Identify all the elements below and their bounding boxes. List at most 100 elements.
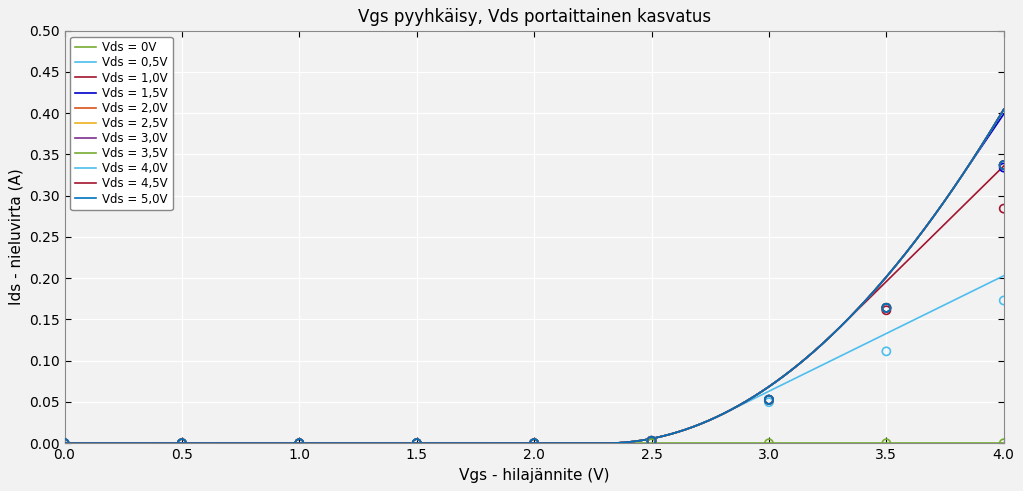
Point bbox=[995, 164, 1012, 171]
Vds = 2,0V bbox=[567, 440, 579, 446]
Point bbox=[292, 439, 308, 447]
Title: Vgs pyyhkäisy, Vds portaittainen kasvatus: Vgs pyyhkäisy, Vds portaittainen kasvatu… bbox=[358, 8, 711, 27]
Point bbox=[408, 439, 425, 447]
Vds = 0,5V bbox=[58, 440, 71, 446]
Vds = 5,0V bbox=[567, 440, 579, 446]
Point bbox=[761, 398, 777, 406]
Point bbox=[174, 439, 190, 447]
Vds = 3,0V bbox=[504, 440, 517, 446]
Point bbox=[643, 437, 660, 445]
Vds = 2,5V bbox=[975, 143, 987, 149]
Point bbox=[56, 439, 73, 447]
Point bbox=[995, 297, 1012, 304]
Vds = 4,0V bbox=[997, 107, 1010, 112]
Vds = 4,5V bbox=[567, 440, 579, 446]
Vds = 1,5V bbox=[997, 111, 1010, 117]
Vds = 5,0V bbox=[618, 439, 630, 445]
Vds = 0V bbox=[567, 440, 579, 446]
Vds = 4,5V bbox=[618, 439, 630, 445]
Point bbox=[995, 161, 1012, 169]
Point bbox=[878, 304, 894, 312]
Point bbox=[878, 439, 894, 447]
Point bbox=[292, 439, 308, 447]
Vds = 2,5V bbox=[829, 329, 841, 335]
Vds = 4,5V bbox=[975, 143, 987, 149]
Point bbox=[408, 439, 425, 447]
Vds = 2,0V bbox=[58, 440, 71, 446]
Vds = 1,0V bbox=[829, 329, 841, 335]
Point bbox=[526, 439, 542, 447]
Vds = 3,0V bbox=[58, 440, 71, 446]
Vds = 3,5V bbox=[58, 440, 71, 446]
Point bbox=[292, 439, 308, 447]
Point bbox=[526, 439, 542, 447]
Point bbox=[292, 439, 308, 447]
Point bbox=[292, 439, 308, 447]
Vds = 4,0V bbox=[975, 143, 987, 149]
Vds = 1,0V bbox=[618, 439, 630, 445]
Point bbox=[878, 304, 894, 312]
Point bbox=[526, 439, 542, 447]
Vds = 1,0V bbox=[58, 440, 71, 446]
Point bbox=[56, 439, 73, 447]
Line: Vds = 3,5V: Vds = 3,5V bbox=[64, 109, 1004, 443]
Point bbox=[995, 161, 1012, 169]
Point bbox=[761, 396, 777, 404]
Vds = 0V bbox=[997, 440, 1010, 446]
Vds = 5,0V bbox=[829, 329, 841, 335]
Vds = 0,5V bbox=[975, 284, 987, 290]
Point bbox=[408, 439, 425, 447]
Point bbox=[643, 437, 660, 445]
Point bbox=[761, 396, 777, 404]
Point bbox=[408, 439, 425, 447]
Point bbox=[761, 396, 777, 404]
Vds = 0V bbox=[829, 440, 841, 446]
Point bbox=[995, 161, 1012, 169]
Point bbox=[526, 439, 542, 447]
Vds = 3,0V bbox=[975, 143, 987, 149]
Vds = 2,5V bbox=[504, 440, 517, 446]
Vds = 0V bbox=[510, 440, 523, 446]
Point bbox=[408, 439, 425, 447]
Point bbox=[408, 439, 425, 447]
Point bbox=[761, 396, 777, 404]
Point bbox=[995, 161, 1012, 169]
Line: Vds = 4,5V: Vds = 4,5V bbox=[64, 109, 1004, 443]
Vds = 1,5V bbox=[567, 440, 579, 446]
Y-axis label: Ids - nieluvirta (A): Ids - nieluvirta (A) bbox=[8, 168, 24, 305]
Vds = 3,5V bbox=[504, 440, 517, 446]
Point bbox=[526, 439, 542, 447]
Point bbox=[56, 439, 73, 447]
Vds = 2,0V bbox=[618, 439, 630, 445]
Vds = 2,5V bbox=[618, 439, 630, 445]
Vds = 5,0V bbox=[975, 143, 987, 149]
Vds = 4,5V bbox=[510, 440, 523, 446]
Point bbox=[995, 161, 1012, 169]
Vds = 1,5V bbox=[510, 440, 523, 446]
Point bbox=[761, 396, 777, 404]
Point bbox=[174, 439, 190, 447]
Line: Vds = 4,0V: Vds = 4,0V bbox=[64, 109, 1004, 443]
Point bbox=[56, 439, 73, 447]
Vds = 4,0V bbox=[829, 329, 841, 335]
Point bbox=[292, 439, 308, 447]
X-axis label: Vgs - hilajännite (V): Vgs - hilajännite (V) bbox=[459, 467, 610, 483]
Vds = 3,5V bbox=[975, 143, 987, 149]
Vds = 0V bbox=[504, 440, 517, 446]
Vds = 2,0V bbox=[975, 143, 987, 149]
Vds = 0,5V bbox=[829, 356, 841, 362]
Point bbox=[292, 439, 308, 447]
Point bbox=[408, 439, 425, 447]
Point bbox=[174, 439, 190, 447]
Vds = 3,5V bbox=[618, 439, 630, 445]
Point bbox=[643, 437, 660, 445]
Point bbox=[526, 439, 542, 447]
Point bbox=[174, 439, 190, 447]
Vds = 3,0V bbox=[510, 440, 523, 446]
Point bbox=[643, 437, 660, 445]
Point bbox=[292, 439, 308, 447]
Vds = 3,5V bbox=[567, 440, 579, 446]
Vds = 4,0V bbox=[567, 440, 579, 446]
Point bbox=[408, 439, 425, 447]
Point bbox=[174, 439, 190, 447]
